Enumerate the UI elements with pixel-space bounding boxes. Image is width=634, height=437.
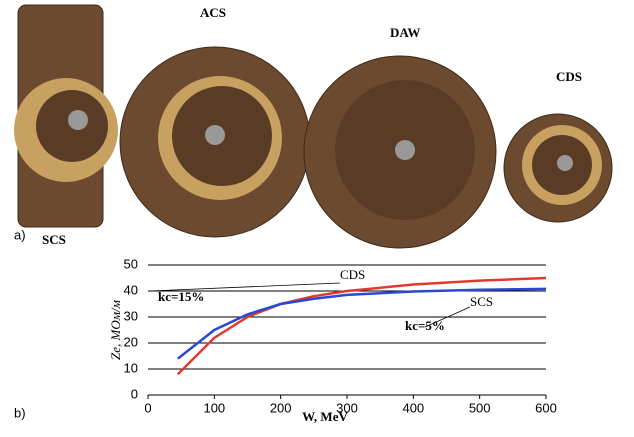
series-line bbox=[178, 278, 546, 374]
x-tick-label: 300 bbox=[336, 400, 358, 415]
annotation: kc=15% bbox=[158, 289, 204, 304]
scs-nose bbox=[68, 110, 88, 130]
x-tick-label: 600 bbox=[535, 400, 557, 415]
annotation: kc=5% bbox=[405, 318, 445, 333]
x-tick-label: 100 bbox=[203, 400, 225, 415]
x-tick-label: 0 bbox=[144, 400, 151, 415]
structure-label: SCS bbox=[42, 232, 66, 247]
y-tick-label: 10 bbox=[124, 360, 138, 375]
annotation: CDS bbox=[340, 267, 365, 282]
y-tick-label: 30 bbox=[124, 308, 138, 323]
renders bbox=[14, 5, 612, 248]
y-tick-label: 0 bbox=[131, 386, 138, 401]
cds-nose bbox=[557, 155, 573, 171]
x-tick-label: 500 bbox=[469, 400, 491, 415]
structure-label: DAW bbox=[390, 25, 420, 40]
structure-label: ACS bbox=[200, 5, 226, 20]
acs-nose bbox=[205, 125, 225, 145]
y-tick-label: 40 bbox=[124, 282, 138, 297]
y-tick-label: 20 bbox=[124, 334, 138, 349]
x-tick-label: 400 bbox=[402, 400, 424, 415]
panel-b-label: b) bbox=[14, 405, 26, 420]
panel-a-label: a) bbox=[14, 227, 26, 242]
x-tick-label: 200 bbox=[270, 400, 292, 415]
structure-label: CDS bbox=[556, 69, 582, 84]
figure: a) SCS ACS DAW CDS b) W, MeV Ze, МОм/м 0… bbox=[0, 0, 634, 437]
annotation: SCS bbox=[470, 294, 493, 309]
daw-nose bbox=[395, 140, 415, 160]
y-axis-label: Ze, МОм/м bbox=[108, 300, 123, 360]
y-tick-label: 50 bbox=[124, 256, 138, 271]
